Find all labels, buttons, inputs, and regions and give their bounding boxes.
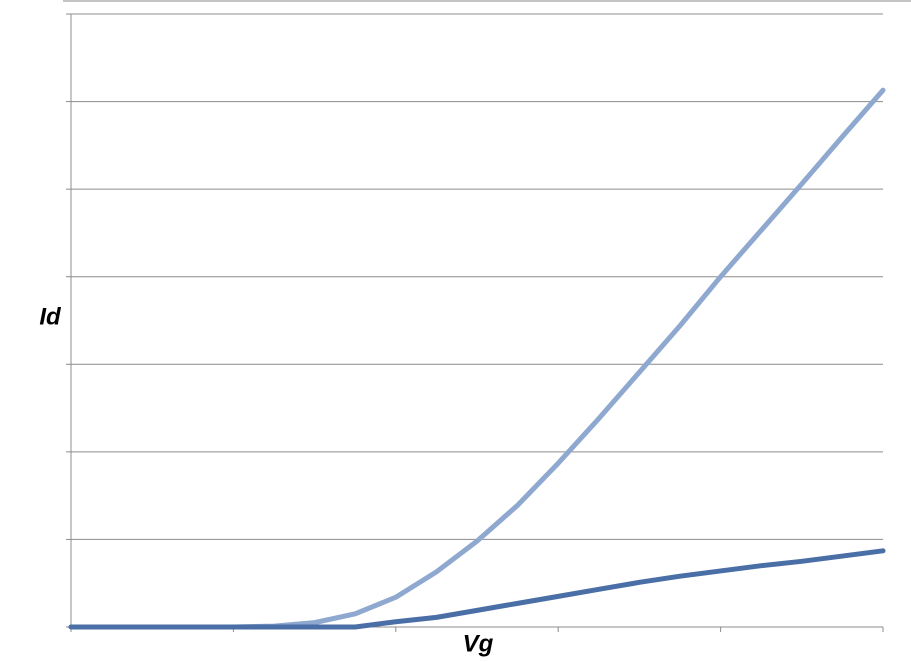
- series-line: [68, 87, 886, 630]
- series-line: [68, 548, 886, 630]
- y-axis-title: Id: [39, 303, 62, 330]
- x-axis-title: Vg: [463, 630, 494, 657]
